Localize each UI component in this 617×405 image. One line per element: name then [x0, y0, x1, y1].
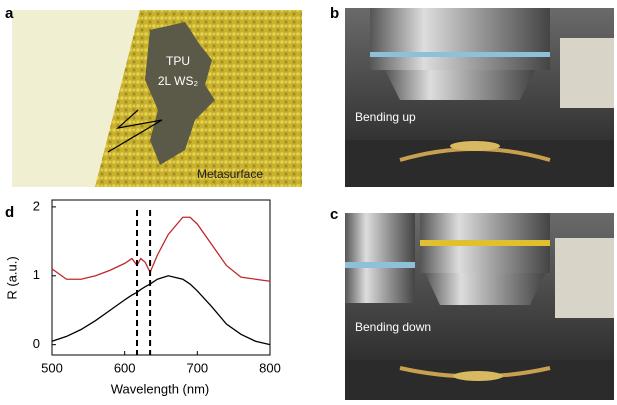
annotation: TPU [166, 54, 190, 68]
x-tick-label: 700 [186, 360, 208, 375]
y-tick-label: 0 [33, 336, 40, 351]
panel-label: a [5, 5, 14, 22]
y-tick-label: 1 [33, 267, 40, 282]
x-tick-label: 500 [41, 360, 63, 375]
line [52, 217, 270, 281]
ruler [560, 38, 614, 108]
sample [453, 371, 503, 381]
figure: a TPU 2L WS₂ Metasurface b Bending up c … [0, 0, 617, 405]
annotation: Bending down [355, 320, 431, 334]
panel-c: c Bending down [330, 206, 614, 400]
x-tick-label: 600 [114, 360, 136, 375]
panel-label: b [330, 5, 339, 22]
ruler [555, 238, 614, 318]
y-tick-label: 2 [33, 198, 40, 213]
annotation: Bending up [355, 110, 416, 124]
line [52, 276, 270, 345]
lens-band [345, 262, 415, 268]
annotation: 2L WS₂ [158, 74, 199, 88]
lens [370, 8, 550, 70]
lens-band [420, 240, 550, 246]
panel-b: b Bending up [330, 5, 614, 187]
lens [385, 70, 535, 100]
lens [425, 273, 545, 305]
x-tick-label: 800 [259, 360, 281, 375]
panel-a: a TPU 2L WS₂ Metasurface [5, 5, 302, 187]
panel-label: d [5, 204, 14, 221]
panel-label: c [330, 206, 338, 223]
sample [450, 141, 500, 151]
annotation: Metasurface [197, 167, 263, 181]
lens [345, 213, 415, 303]
lens-band [370, 52, 550, 57]
x-axis-label: Wavelength (nm) [111, 381, 210, 396]
panel-d: d Wavelength (nm) R (a.u.) 500 600 700 800 0… [4, 198, 280, 396]
y-axis-label: R (a.u.) [4, 256, 19, 299]
